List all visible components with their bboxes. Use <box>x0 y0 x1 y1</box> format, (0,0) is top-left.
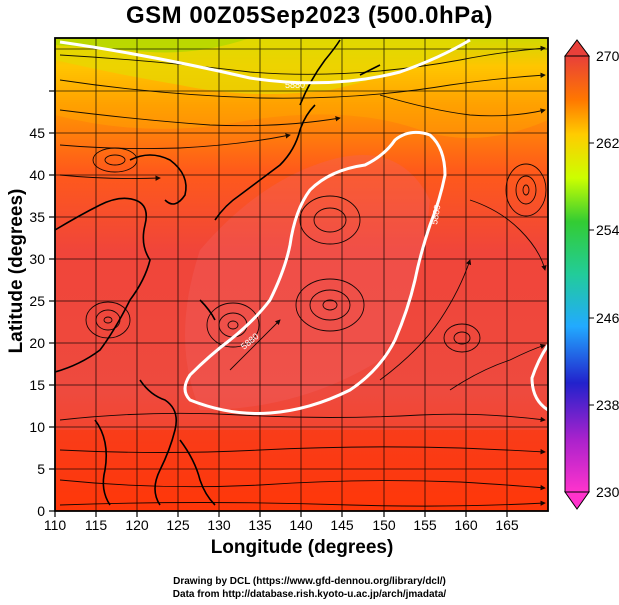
x-tick-label: 120 <box>125 517 149 533</box>
y-tick-label: 0 <box>37 503 45 519</box>
x-tick-labels: 110 115 120 125 130 135 140 145 150 155 … <box>44 517 519 533</box>
coastlines <box>55 39 381 506</box>
y-tick-label: 35 <box>29 209 45 225</box>
x-tick-label: 140 <box>289 517 313 533</box>
height-contour-5880 <box>59 38 548 415</box>
temperature-field <box>55 38 548 511</box>
colorbar-label: 238 <box>596 397 619 413</box>
vortex-circulations <box>85 147 547 353</box>
y-tick-label: 40 <box>29 167 45 183</box>
colorbar-label: 262 <box>596 135 619 151</box>
axis-ticks <box>49 90 508 517</box>
x-tick-label: 150 <box>372 517 396 533</box>
y-tick-label: 30 <box>29 251 45 267</box>
wind-streamlines <box>59 45 547 507</box>
colorbar-label: 254 <box>596 222 619 238</box>
x-tick-label: 155 <box>413 517 437 533</box>
map-title: GSM 00Z05Sep2023 (500.0hPa) <box>125 2 494 29</box>
y-tick-label: 15 <box>29 377 45 393</box>
y-tick-labels: 0 5 10 15 20 25 30 35 40 45 <box>29 125 45 519</box>
y-tick-label: 25 <box>29 293 45 309</box>
x-tick-label: 160 <box>454 517 478 533</box>
y-axis-label: Latitude (degrees) <box>6 188 27 354</box>
drawing-credit: Drawing by DCL (https://www.gfd-dennou.o… <box>173 576 446 587</box>
contour-label: 5880 <box>429 204 442 225</box>
colorbar-scale <box>564 55 590 493</box>
colorbar-label: 270 <box>596 48 619 64</box>
x-tick-label: 115 <box>85 517 108 533</box>
contour-label: 5880 <box>285 80 305 90</box>
lat-lon-grid <box>55 38 548 511</box>
x-tick-label: 125 <box>166 517 190 533</box>
x-tick-label: 145 <box>330 517 354 533</box>
x-tick-label: 165 <box>495 517 519 533</box>
colorbar-label: 230 <box>596 484 619 500</box>
x-axis-label: Longitude (degrees) <box>210 537 394 558</box>
colorbar-bottom-arrow <box>564 491 590 510</box>
y-tick-label: 5 <box>37 461 45 477</box>
colorbar: 270 262 254 246 238 230 <box>564 39 619 510</box>
data-credit: Data from http://database.rish.kyoto-u.a… <box>172 589 447 600</box>
colorbar-top-arrow <box>564 39 590 57</box>
x-tick-label: 110 <box>44 517 67 533</box>
y-tick-label: 20 <box>29 335 45 351</box>
x-tick-label: 130 <box>207 517 231 533</box>
colorbar-label: 246 <box>596 310 619 326</box>
x-tick-label: 135 <box>248 517 272 533</box>
y-tick-label: 45 <box>29 125 45 141</box>
y-tick-label: 10 <box>29 419 45 435</box>
